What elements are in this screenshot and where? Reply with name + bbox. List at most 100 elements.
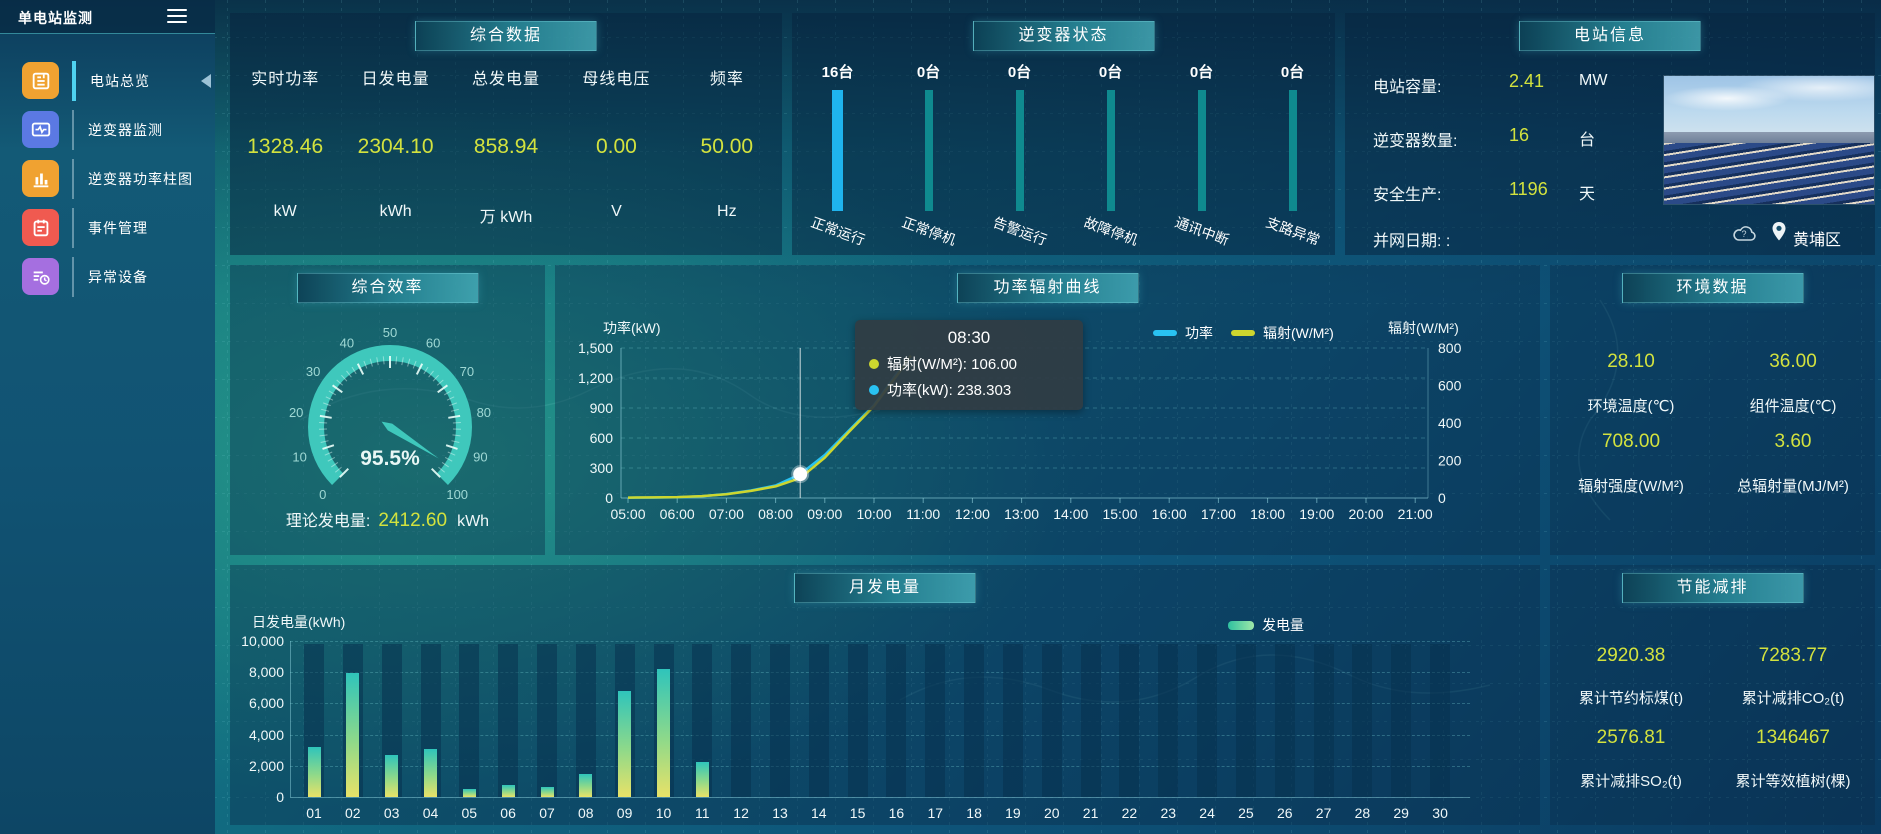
trees-equivalent-cell: 1346467: [1712, 727, 1874, 749]
panel-summary: 综合数据 实时功率 1328.46 kW 日发电量 2304.10 kWh 总发…: [230, 13, 782, 255]
sidebar-item-inverter-power-bars[interactable]: 逆变器功率柱图: [0, 154, 215, 203]
bar-06: [501, 785, 515, 797]
x-tick-label: 03: [383, 805, 400, 821]
efficiency-gauge: 0 10 20 30 40 50 60 70 80 90 100 95.5%: [289, 325, 491, 502]
x-tick-label: 10: [655, 805, 672, 821]
x-tick-label: 12:00: [955, 506, 990, 522]
metric-label: 频率: [709, 71, 744, 88]
gauge-tick: [320, 440, 329, 443]
radiation-intensity-label-cell: 辐射强度(W/M²): [1550, 473, 1712, 496]
gauge-tick: [450, 408, 459, 412]
weather-cloud-icon[interactable]: ?: [1731, 224, 1759, 244]
svg-text:?: ?: [1741, 229, 1746, 239]
monthly-legend[interactable]: 发电量: [1228, 615, 1304, 635]
x-tick-label: 04: [422, 805, 439, 821]
metric-value: 708.00: [1601, 431, 1661, 452]
sidebar-item-inverter-monitor[interactable]: 逆变器监测: [0, 105, 215, 154]
panel-monthly-energy: 月发电量 0 2,000 4,000 6,000 8,000 10,000 01 02 03 04…: [230, 565, 1540, 825]
metric-unit: 万 kWh: [479, 209, 533, 226]
x-tick-label: 05: [461, 805, 478, 821]
gauge-tick: [325, 396, 334, 401]
left-tick-label: 1,200: [578, 370, 613, 386]
sidebar-menu: 电站总览 逆变器监测 逆变器功率柱图 事: [0, 56, 215, 301]
sidebar-item-event-management[interactable]: 事件管理: [0, 203, 215, 252]
location-name[interactable]: 黄埔区: [1793, 232, 1842, 249]
x-tick-label: 19: [1005, 805, 1021, 821]
right-tick-label: 0: [1438, 490, 1446, 506]
x-tick-label: 16: [888, 805, 905, 821]
metric-value: 2576.81: [1596, 727, 1666, 748]
inverter-count-value: 16: [1509, 125, 1530, 145]
metric-frequency: 频率 50.00 Hz: [672, 65, 782, 227]
gauge-tick: [324, 451, 333, 456]
panel-title: 逆变器状态: [972, 21, 1155, 51]
bar-track: [770, 644, 790, 797]
radiation-dot-icon: [869, 358, 879, 369]
x-tick-label: 21:00: [1398, 506, 1433, 522]
status-label: 正常运行: [808, 213, 867, 249]
bar-01: [307, 747, 321, 797]
x-tick-label: 06: [500, 805, 516, 821]
panel-efficiency: 综合效率 0 10 20 30 40 50 60 70 80 90 100 95.5% 理论发电量: 2…: [230, 265, 545, 555]
curve-legend[interactable]: 功率 辐射(W/M²): [1153, 323, 1334, 343]
status-count: 0台: [1189, 64, 1214, 81]
gauge-tick: [395, 356, 398, 365]
metric-label: 环境温度(℃): [1587, 398, 1675, 415]
metric-label: 累计节约标煤(t): [1578, 690, 1684, 707]
gauge-tick-label: 10: [292, 449, 306, 464]
station-capacity-unit: MW: [1579, 72, 1608, 89]
gauge-tick: [452, 434, 461, 437]
gauge-needle: [381, 421, 439, 459]
bar-track: [1158, 644, 1179, 797]
status-branch-abnormal: 0台 支路异常: [1247, 61, 1338, 248]
left-tick-label: 900: [590, 400, 614, 416]
menu-toggle-icon[interactable]: [167, 9, 187, 25]
bar-track: [1430, 644, 1451, 797]
sidebar-item-abnormal-device[interactable]: 异常设备: [0, 252, 215, 301]
bar-track: [1002, 644, 1023, 797]
radiation-intensity-cell: 708.00: [1550, 431, 1712, 453]
gridline: [290, 703, 1470, 705]
bar-04: [424, 749, 437, 797]
gauge-tick: [351, 366, 357, 375]
gauge-tick: [401, 357, 404, 366]
status-count: 0台: [916, 64, 941, 81]
x-tick-label: 09: [616, 805, 633, 821]
right-tick-label: 200: [1438, 453, 1462, 469]
app-title: 单电站监测: [18, 10, 93, 26]
sidebar-item-station-overview[interactable]: 电站总览: [0, 56, 215, 105]
metric-value: 28.10: [1607, 351, 1655, 372]
theoretical-energy-row: 理论发电量: 2412.60 kWh: [230, 507, 545, 532]
panel-environment: 环境数据 28.10 36.00 环境温度(℃) 组件温度(℃) 708.00 …: [1550, 265, 1875, 555]
inverter-monitor-icon: [22, 111, 59, 148]
bar-track: [925, 644, 946, 797]
panel-title: 环境数据: [1621, 273, 1804, 303]
y-tick-label: 2,000: [248, 757, 284, 774]
gauge-tick: [451, 440, 460, 443]
status-comm-lost: 0台 通讯中断: [1156, 61, 1247, 248]
bar-track: [808, 644, 829, 797]
right-axis-title: 辐射(W/M²): [1388, 320, 1459, 336]
power-radiation-chart[interactable]: 05:00 06:00 07:00 08:00 09:00 10:00 11:00 12:00…: [555, 265, 1540, 555]
left-tick-label: 600: [590, 430, 614, 446]
status-count: 0台: [1280, 64, 1305, 81]
safe-production-label: 安全生产:: [1373, 187, 1442, 204]
gauge-tick: [339, 467, 350, 478]
bar-track: [964, 644, 985, 797]
x-tick-label: 12: [733, 805, 749, 821]
monthly-energy-chart[interactable]: 0 2,000 4,000 6,000 8,000 10,000 01 02 03 04 05 06 0…: [230, 565, 1540, 825]
theoretical-energy-value: 2412.60: [378, 510, 448, 531]
bar-track: [1313, 644, 1334, 797]
metric-label: 日发电量: [361, 71, 430, 88]
panel-inverter-status: 逆变器状态 16台 正常运行 0台 正常停机 0台 告警运行 0台 故障停机 0…: [792, 13, 1335, 255]
tooltip-time: 08:30: [947, 328, 991, 347]
location-pin-icon[interactable]: [1771, 221, 1787, 242]
sidebar-collapse-button[interactable]: [201, 74, 211, 88]
y-tick-label: 6,000: [248, 695, 284, 712]
sidebar-item-label: 逆变器监测: [88, 121, 163, 138]
y-tick-label: 10,000: [241, 633, 284, 649]
so2-reduced-cell: 2576.81: [1550, 727, 1712, 749]
tooltip-radiation-text: 辐射(W/M²): 106.00: [887, 356, 1018, 373]
power-dot-icon: [869, 384, 879, 395]
gauge-tick: [437, 384, 448, 394]
